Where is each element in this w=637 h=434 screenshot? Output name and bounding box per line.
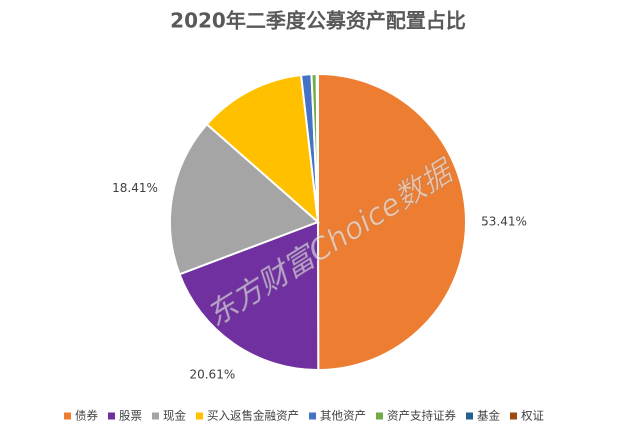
legend-label: 资产支持证券 xyxy=(387,409,456,423)
legend-swatch xyxy=(152,412,159,420)
legend-swatch xyxy=(510,412,517,420)
legend-label: 股票 xyxy=(119,409,142,423)
data-label: 18.41% xyxy=(112,181,158,195)
legend-label: 债券 xyxy=(75,409,98,423)
pie-slice xyxy=(169,122,320,276)
data-label: 53.41% xyxy=(481,214,527,228)
legend-label: 基金 xyxy=(477,409,500,423)
pie-slice xyxy=(317,72,468,372)
legend-label: 买入返售金融资产 xyxy=(207,409,299,423)
legend-swatch xyxy=(376,412,383,420)
legend-swatch xyxy=(466,412,473,420)
legend-label: 其他资产 xyxy=(320,409,366,423)
legend-swatch xyxy=(64,412,71,420)
legend-swatch xyxy=(309,412,316,420)
data-label: 20.61% xyxy=(189,368,235,382)
pie-slice xyxy=(178,220,320,372)
legend-label: 现金 xyxy=(163,409,186,423)
legend-swatch xyxy=(108,412,115,420)
chart-title: 2020年二季度公募资产配置占比 xyxy=(170,9,466,33)
pie-slice xyxy=(205,73,320,225)
legend-swatch xyxy=(196,412,203,420)
legend-label: 权证 xyxy=(521,409,544,423)
legend: 债券 股票 现金 买入返售金融资产 其他资产 资产支持证券 基金 权证 xyxy=(64,409,544,423)
